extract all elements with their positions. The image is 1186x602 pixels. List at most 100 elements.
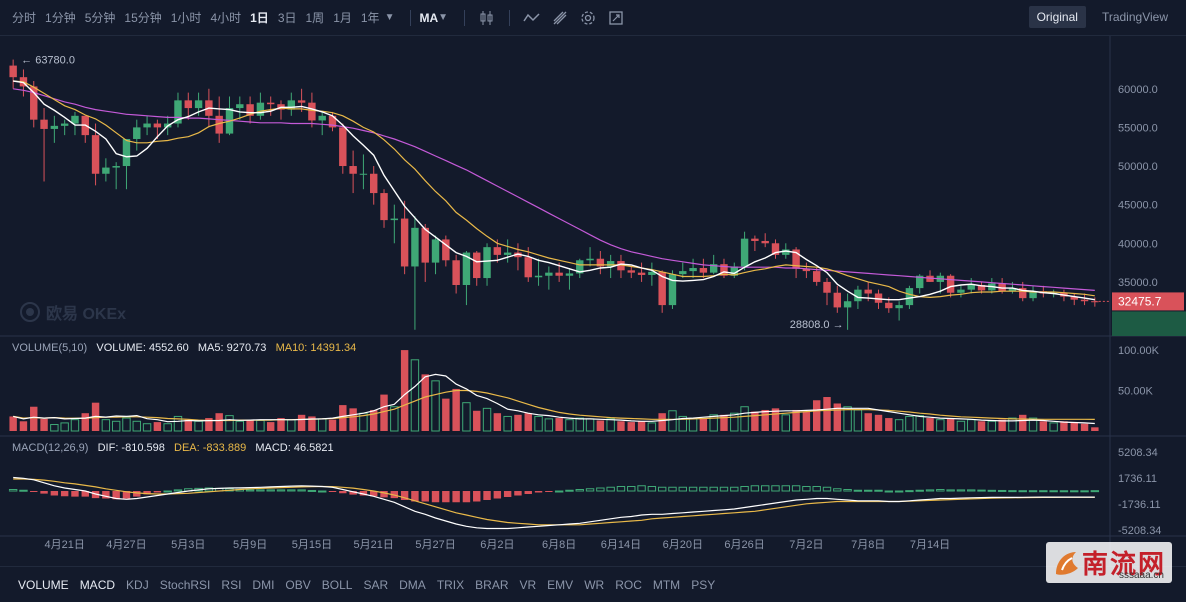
volume-bar — [101, 419, 111, 432]
candle-body — [400, 218, 409, 267]
timeframe-0[interactable]: 分时 — [12, 11, 37, 25]
timeframe-10[interactable]: 1年 — [360, 11, 380, 25]
indicator-tab-brar[interactable]: BRAR — [475, 577, 509, 592]
drawing-icon[interactable] — [551, 9, 569, 27]
indicator-tab-macd[interactable]: MACD — [79, 577, 116, 592]
x-axis-tick: 6月2日 — [480, 539, 514, 551]
macd-histogram-bar — [853, 489, 863, 492]
indicator-tab-dmi[interactable]: DMI — [252, 577, 275, 592]
fullscreen-icon[interactable] — [607, 9, 625, 27]
settings-gear-icon[interactable] — [579, 9, 597, 27]
toolbar-divider — [464, 9, 466, 26]
macd-histogram-bar — [19, 489, 28, 492]
indicator-tab-obv[interactable]: OBV — [285, 577, 311, 592]
indicator-tab-rsi[interactable]: RSI — [221, 577, 242, 592]
candle-body — [792, 249, 800, 269]
timeframe-6[interactable]: 1日 — [250, 11, 269, 25]
volume-bar — [1091, 427, 1099, 431]
timeframe-more-chevron-icon[interactable]: ▼ — [384, 12, 395, 23]
indicator-tab-roc[interactable]: ROC — [615, 577, 642, 592]
volume-bar — [627, 422, 635, 431]
line-style-icon[interactable] — [523, 9, 541, 27]
volume-bar — [1039, 421, 1048, 431]
kline-chart[interactable]: 60000.0 55000.0 50000.0 45000.0 40000.0 35000… — [0, 36, 1186, 566]
indicator-tab-mtm[interactable]: MTM — [652, 577, 681, 592]
candle-body — [493, 247, 502, 255]
timeframe-2[interactable]: 5分钟 — [84, 11, 116, 25]
volume-bar — [30, 406, 38, 431]
indicator-tab-kdj[interactable]: KDJ — [126, 577, 149, 592]
volume-bar — [9, 416, 17, 431]
timeframe-1[interactable]: 1分钟 — [45, 11, 76, 25]
volume-bar — [637, 421, 646, 431]
mode-tradingview[interactable]: TradingView — [1101, 10, 1168, 24]
site-logo: 南流网 sssaaa.cn — [1045, 542, 1172, 583]
macd-histogram-bar — [616, 486, 626, 492]
macd-value-label: MACD: 46.5821 — [255, 442, 334, 454]
okex-logo-icon — [20, 302, 40, 322]
volume-bar — [390, 406, 399, 432]
indicator-tab-trix[interactable]: TRIX — [436, 577, 465, 592]
x-axis-tick: 5月27日 — [415, 539, 455, 551]
volume-bar — [926, 418, 934, 431]
indicator-tab-psy[interactable]: PSY — [691, 577, 716, 592]
timeframe-5[interactable]: 4小时 — [210, 11, 242, 25]
current-price-tag — [1112, 292, 1184, 311]
candlestick-icon[interactable] — [478, 9, 496, 27]
candle-body — [473, 252, 481, 279]
macd-histogram-bar — [956, 489, 966, 492]
timeframe-9[interactable]: 1月 — [333, 11, 352, 25]
x-axis-tick: 5月9日 — [233, 539, 267, 551]
indicator-tab-stochrsi[interactable]: StochRSI — [159, 577, 211, 592]
candle-body — [1008, 288, 1017, 292]
macd-histogram-bar — [524, 491, 532, 494]
price-y-tick: 60000.0 — [1118, 84, 1158, 96]
macd-dif-label: DIF: -810.598 — [97, 442, 165, 454]
indicator-tab-volume[interactable]: VOLUME — [18, 577, 69, 592]
macd-histogram-bar — [719, 486, 729, 492]
volume-bar — [833, 403, 842, 431]
volume-bar — [173, 415, 183, 432]
timeframe-7[interactable]: 3日 — [277, 11, 297, 25]
candle-body — [246, 104, 254, 116]
indicator-tab-emv[interactable]: EMV — [547, 577, 574, 592]
volume-bar — [596, 420, 605, 431]
indicator-tab-vr[interactable]: VR — [519, 577, 537, 592]
candle-body — [534, 275, 543, 278]
macd-y-tick: 1736.11 — [1118, 473, 1157, 485]
macd-histogram-bar — [637, 485, 646, 492]
timeframe-3[interactable]: 15分钟 — [124, 11, 162, 25]
macd-histogram-bar — [678, 486, 687, 492]
volume-bar — [885, 418, 893, 431]
indicator-tab-wr[interactable]: WR — [584, 577, 605, 592]
candle-body — [349, 166, 357, 174]
indicator-tab-dma[interactable]: DMA — [399, 577, 426, 592]
timeframe-8[interactable]: 1周 — [305, 11, 325, 25]
indicator-chevron-down-icon[interactable]: ▼ — [438, 12, 449, 23]
macd-histogram-bar — [977, 489, 986, 492]
macd-histogram-bar — [30, 491, 38, 492]
macd-histogram-bar — [370, 491, 378, 497]
timeframe-4[interactable]: 1小时 — [170, 11, 202, 25]
candle-body — [153, 123, 162, 128]
volume-bar — [565, 419, 574, 432]
volume-ma10-label: MA10: 14391.34 — [275, 342, 357, 354]
candle-body — [122, 138, 131, 167]
indicator-tab-boll[interactable]: BOLL — [321, 577, 353, 592]
candle-body — [524, 257, 532, 278]
candle-body — [761, 240, 769, 244]
volume-bar — [50, 424, 59, 432]
indicator-tab-sar[interactable]: SAR — [363, 577, 389, 592]
volume-bar — [1019, 414, 1027, 431]
candle-body — [782, 249, 790, 255]
main-indicator-select[interactable]: MA — [419, 10, 439, 25]
volume-bar — [905, 415, 914, 432]
macd-histogram-bar — [585, 488, 595, 492]
macd-histogram-bar — [771, 485, 780, 492]
macd-histogram-bar — [339, 491, 347, 494]
macd-histogram-bar — [781, 485, 791, 492]
volume-bar — [524, 413, 532, 431]
macd-histogram-bar — [256, 489, 265, 492]
mode-original[interactable]: Original — [1028, 6, 1086, 28]
volume-bar — [132, 420, 141, 432]
